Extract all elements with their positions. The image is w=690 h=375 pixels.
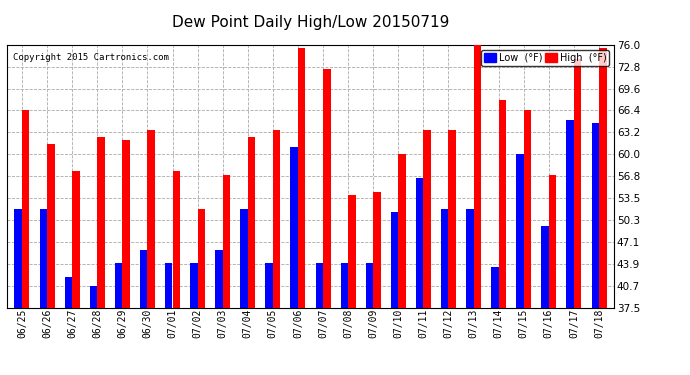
Text: Copyright 2015 Cartronics.com: Copyright 2015 Cartronics.com — [13, 53, 169, 62]
Bar — [391, 212, 398, 308]
Bar — [172, 171, 180, 308]
Bar — [122, 141, 130, 308]
Bar — [90, 286, 97, 308]
Bar — [148, 130, 155, 308]
Bar — [39, 209, 47, 308]
Bar — [591, 123, 599, 308]
Bar — [398, 154, 406, 308]
Bar — [72, 171, 79, 308]
Bar — [466, 209, 473, 308]
Bar — [47, 144, 55, 308]
Bar — [165, 263, 172, 308]
Bar — [197, 209, 205, 308]
Bar — [215, 249, 223, 308]
Bar — [323, 69, 331, 308]
Text: Dew Point Daily High/Low 20150719: Dew Point Daily High/Low 20150719 — [172, 15, 449, 30]
Bar — [298, 48, 306, 308]
Bar — [290, 147, 298, 308]
Bar — [516, 154, 524, 308]
Bar — [524, 110, 531, 308]
Bar — [574, 58, 582, 308]
Bar — [140, 249, 148, 308]
Bar — [115, 263, 122, 308]
Bar — [549, 174, 556, 308]
Bar — [14, 209, 22, 308]
Bar — [473, 38, 481, 308]
Bar — [315, 263, 323, 308]
Bar — [65, 277, 72, 308]
Legend: Low  (°F), High  (°F): Low (°F), High (°F) — [481, 50, 609, 66]
Bar — [373, 192, 381, 308]
Bar — [424, 130, 431, 308]
Bar — [248, 137, 255, 308]
Bar — [348, 195, 355, 308]
Bar — [223, 174, 230, 308]
Bar — [97, 137, 105, 308]
Bar — [266, 263, 273, 308]
Bar — [491, 267, 499, 308]
Bar — [499, 99, 506, 308]
Bar — [542, 226, 549, 308]
Bar — [190, 263, 197, 308]
Bar — [416, 178, 424, 308]
Bar — [441, 209, 449, 308]
Bar — [273, 130, 280, 308]
Bar — [599, 48, 607, 308]
Bar — [341, 263, 348, 308]
Bar — [566, 120, 574, 308]
Bar — [366, 263, 373, 308]
Bar — [240, 209, 248, 308]
Bar — [22, 110, 30, 308]
Bar — [448, 130, 456, 308]
